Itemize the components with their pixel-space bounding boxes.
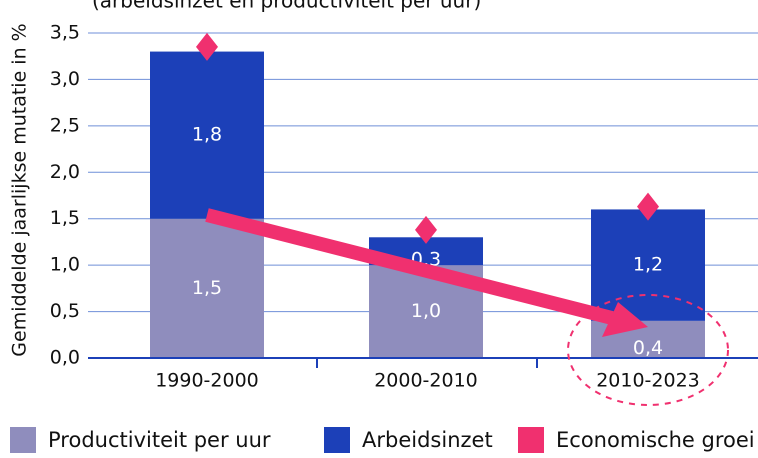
value-label: 1,2 — [633, 254, 663, 276]
y-tick-label: 1,0 — [50, 254, 80, 276]
y-tick-label: 0,0 — [50, 347, 80, 369]
legend-label: Arbeidsinzet — [362, 428, 493, 452]
y-tick-label: 0,5 — [50, 300, 80, 322]
legend-swatch — [10, 427, 36, 453]
chart-subtitle: (arbeidsinzet en productiviteit per uur) — [92, 0, 481, 13]
grid: 0,0 0,5 1,0 1,5 2,0 2,5 3,0 3,5 — [50, 22, 758, 369]
highlight-circle — [567, 294, 729, 406]
y-tick-label: 1,5 — [50, 207, 80, 229]
value-label: 1,0 — [411, 300, 441, 322]
y-tick-label: 3,0 — [50, 68, 80, 90]
y-tick-label: 3,5 — [50, 22, 80, 44]
legend: Productiviteit per uur Arbeidsinzet Econom… — [10, 427, 755, 453]
legend-label: Economische groei — [556, 428, 755, 452]
x-tick-label: 1990-2000 — [155, 370, 259, 392]
legend-label: Productiviteit per uur — [48, 428, 271, 452]
bar-segment — [150, 51, 264, 219]
y-axis-label: Gemiddelde jaarlijkse mutatie in % — [9, 23, 31, 356]
diamond-marker — [637, 192, 659, 221]
bar-segment — [150, 218, 264, 358]
legend-swatch — [324, 427, 350, 453]
legend-swatch — [518, 427, 544, 453]
y-tick-label: 2,0 — [50, 161, 80, 183]
value-label: 0,4 — [633, 337, 663, 359]
arrow-head — [602, 302, 648, 337]
trend-arrow — [205, 208, 614, 325]
x-tick-label: 2010-2023 — [596, 370, 700, 392]
value-label: 1,5 — [192, 277, 222, 299]
value-label: 1,8 — [192, 124, 222, 146]
diamond-marker — [415, 215, 437, 244]
diamond-marker — [196, 32, 218, 61]
annotations — [205, 208, 729, 406]
y-tick-label: 2,5 — [50, 114, 80, 136]
x-tick-label: 2000-2010 — [374, 370, 478, 392]
marks: 1990-20001,51,82000-20101,00,32010-20230… — [150, 32, 705, 392]
